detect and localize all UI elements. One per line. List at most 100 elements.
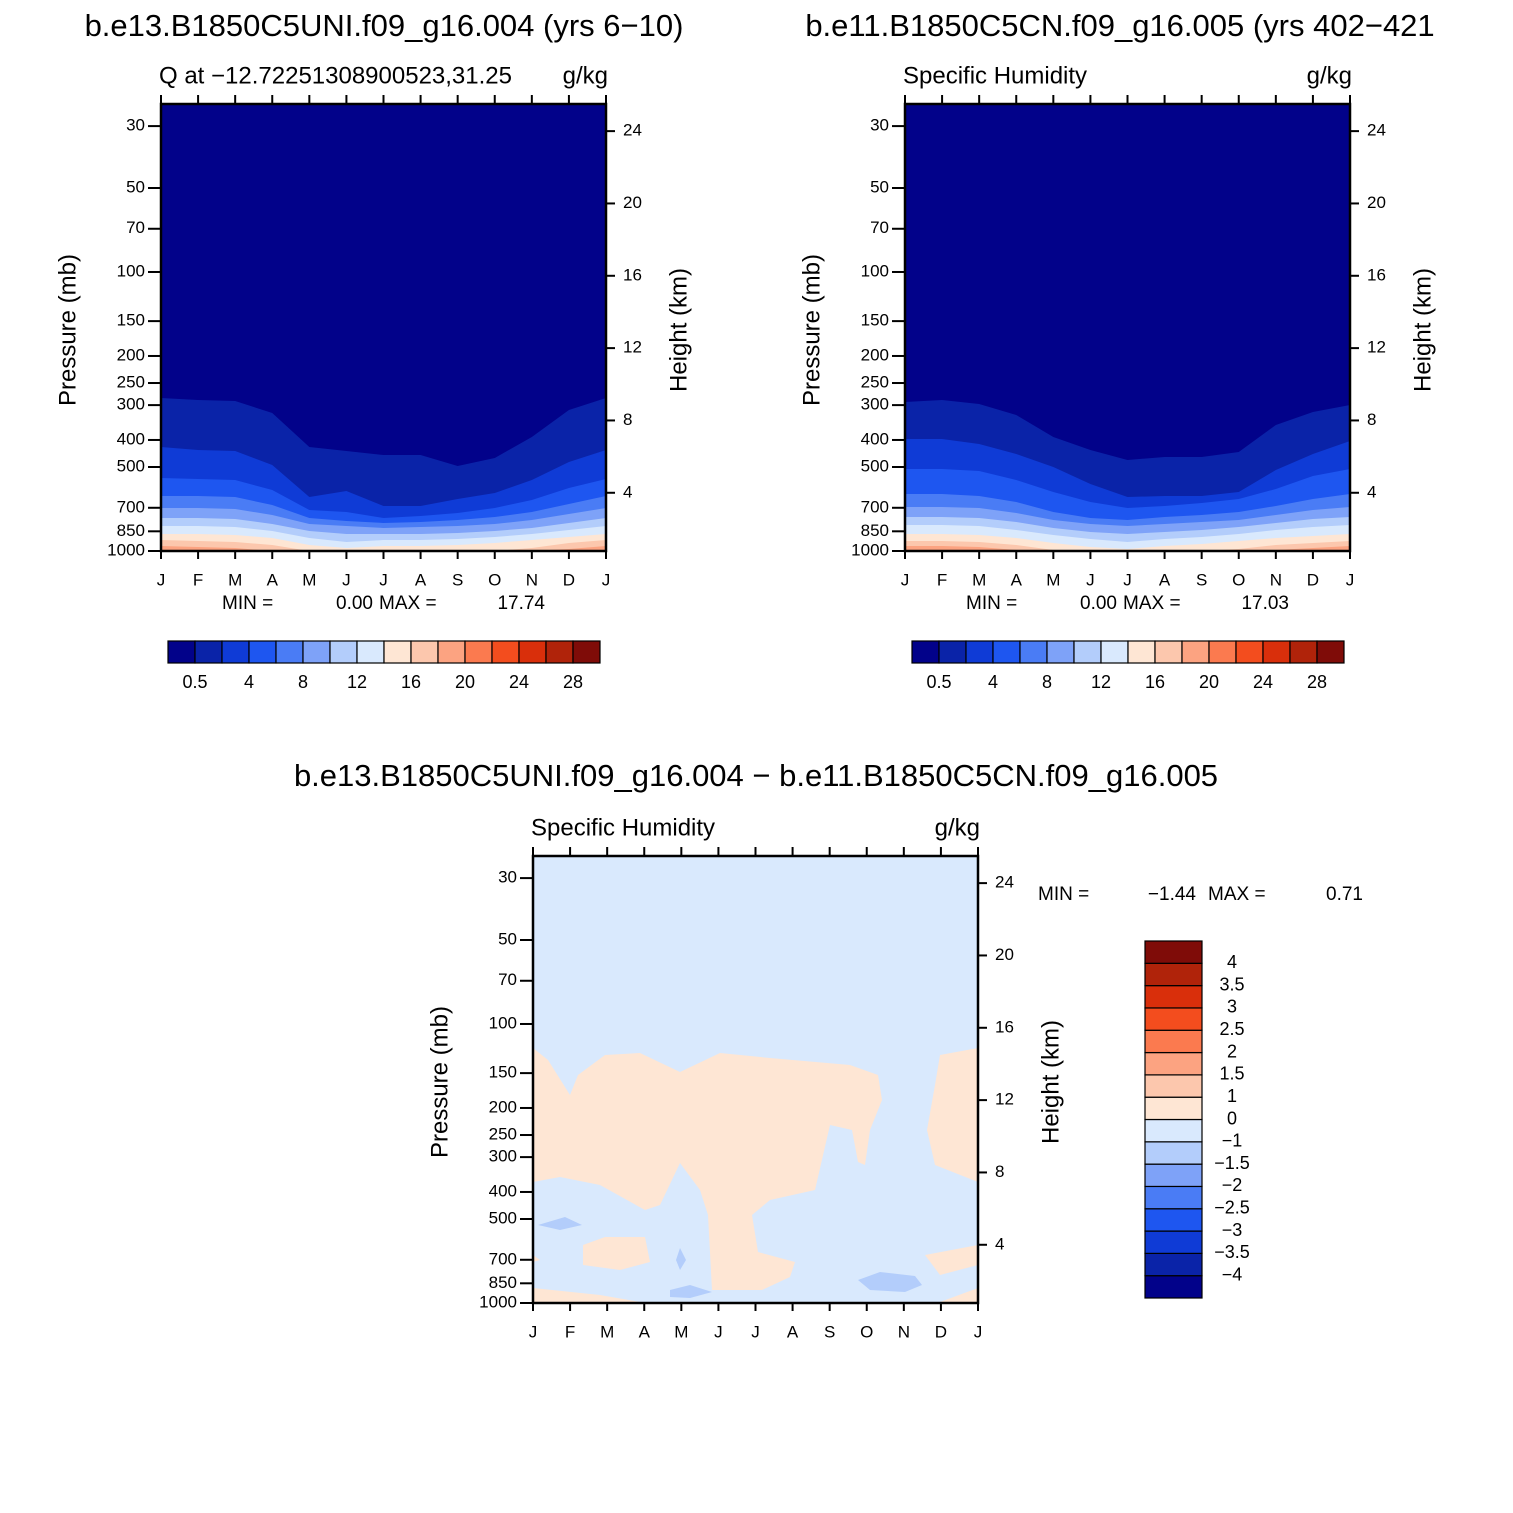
y-tick-label: 500 [489, 1208, 517, 1227]
x-tick-label: A [1011, 570, 1023, 589]
y2-tick-label: 24 [623, 121, 642, 140]
colorbar-box [329, 640, 358, 664]
colorbar-box [410, 640, 439, 664]
y-tick-label: 700 [489, 1249, 517, 1268]
y2-tick-label: 20 [995, 945, 1014, 964]
y2-tick-label: 20 [623, 193, 642, 212]
y-tick-label: 700 [861, 497, 889, 516]
subtitle-left: Q at −12.72251308900523,31.25 [159, 62, 512, 89]
colorbar-box [545, 640, 574, 664]
y-tick-label: 30 [870, 116, 889, 135]
colorbar-box [1144, 1096, 1203, 1121]
y2-tick-label: 4 [623, 482, 632, 501]
colorbar-box [1019, 640, 1048, 664]
x-tick-label: M [1046, 570, 1060, 589]
colorbar-label: −4 [1222, 1264, 1243, 1284]
max-text: MAX = [1123, 593, 1181, 614]
contour-field [905, 104, 1350, 551]
contour-band [533, 1288, 640, 1302]
colorbar-label: 2 [1227, 1041, 1237, 1061]
colorbar-box [1144, 1208, 1203, 1232]
contour-band [538, 1217, 582, 1230]
y-tick-label: 1000 [107, 540, 145, 559]
y2-tick-label: 8 [1367, 410, 1376, 429]
x-tick-label: J [901, 570, 910, 589]
colorbar-label: 24 [1253, 672, 1273, 692]
y-tick-label: 150 [117, 311, 145, 330]
y-tick-label: 50 [126, 177, 145, 196]
x-tick-label: J [1086, 570, 1095, 589]
colorbar-box [518, 640, 547, 664]
contour-field [161, 104, 606, 551]
y-tick-label: 100 [117, 261, 145, 280]
x-tick-label: A [639, 1322, 651, 1341]
colorbar-box [1289, 640, 1318, 664]
colorbar-box [1181, 640, 1210, 664]
y2-tick-label: 12 [995, 1090, 1014, 1109]
colorbar-label: 24 [509, 672, 529, 692]
x-tick-label: O [1232, 570, 1245, 589]
colorbar-box [1144, 1230, 1203, 1254]
colorbar-label: 8 [1042, 672, 1052, 692]
x-tick-label: F [937, 570, 947, 589]
panel-title: b.e13.B1850C5UNI.f09_g16.004 − b.e11.B18… [294, 758, 1218, 793]
colorbar-box [1046, 640, 1075, 664]
colorbar-box [491, 640, 520, 664]
x-tick-label: J [157, 570, 166, 589]
y-tick-label: 70 [870, 218, 889, 237]
colorbar-label: 3.5 [1219, 974, 1244, 994]
contour-field [533, 856, 978, 1303]
y2-tick-label: 12 [623, 338, 642, 357]
x-tick-label: A [415, 570, 427, 589]
max-value: 0.71 [1326, 884, 1363, 905]
colorbar-label: 1 [1227, 1086, 1237, 1106]
x-tick-label: J [974, 1322, 983, 1341]
colorbar-box [1144, 1007, 1203, 1031]
colorbar-label: 16 [1145, 672, 1165, 692]
y-tick-label: 50 [498, 929, 517, 948]
y2-tick-label: 16 [623, 265, 642, 284]
colorbar-label: 2.5 [1219, 1019, 1244, 1039]
colorbar-box [437, 640, 466, 664]
colorbar-label: 4 [988, 672, 998, 692]
colorbar-box [1144, 1275, 1203, 1299]
y2-tick-label: 20 [1367, 193, 1386, 212]
min-value: 0.00 [1080, 593, 1117, 614]
y-tick-label: 400 [117, 429, 145, 448]
colorbar-box [1144, 1252, 1203, 1277]
contour-band [670, 1285, 712, 1298]
colorbar-box [167, 640, 196, 664]
y2-tick-label: 16 [1367, 265, 1386, 284]
y-tick-label: 30 [126, 116, 145, 135]
panel-title: b.e13.B1850C5UNI.f09_g16.004 (yrs 6−10) [85, 8, 684, 43]
colorbar-box [464, 640, 493, 664]
y-tick-label: 500 [117, 456, 145, 475]
y-tick-label: 200 [117, 345, 145, 364]
colorbar-box [221, 640, 250, 664]
contour-band [161, 540, 606, 551]
colorbar-label: 20 [455, 672, 475, 692]
panel: b.e13.B1850C5UNI.f09_g16.004 (yrs 6−10) Q… [54, 8, 692, 692]
x-tick-label: J [1123, 570, 1132, 589]
colorbar-box [965, 640, 994, 664]
y-tick-label: 1000 [851, 540, 889, 559]
x-tick-label: M [674, 1322, 688, 1341]
colorbar-box [194, 640, 223, 664]
max-value: 17.03 [1241, 593, 1289, 614]
x-tick-label: S [1196, 570, 1207, 589]
colorbar-box [302, 640, 331, 664]
y-tick-label: 50 [870, 177, 889, 196]
colorbar-label: −1 [1222, 1131, 1243, 1151]
colorbar-box [248, 640, 277, 664]
y-tick-label: 850 [861, 521, 889, 540]
y-tick-label: 700 [117, 497, 145, 516]
colorbar-box [1144, 1163, 1203, 1188]
y-axis-label: Pressure (mb) [798, 254, 825, 406]
panel: b.e13.B1850C5UNI.f09_g16.004 − b.e11.B18… [294, 758, 1363, 1341]
x-tick-label: D [1307, 570, 1319, 589]
colorbar-label: 12 [1091, 672, 1111, 692]
colorbar-label: 16 [401, 672, 421, 692]
colorbar-box [1144, 1051, 1203, 1076]
x-tick-label: J [529, 1322, 538, 1341]
colorbar-box [911, 640, 940, 664]
